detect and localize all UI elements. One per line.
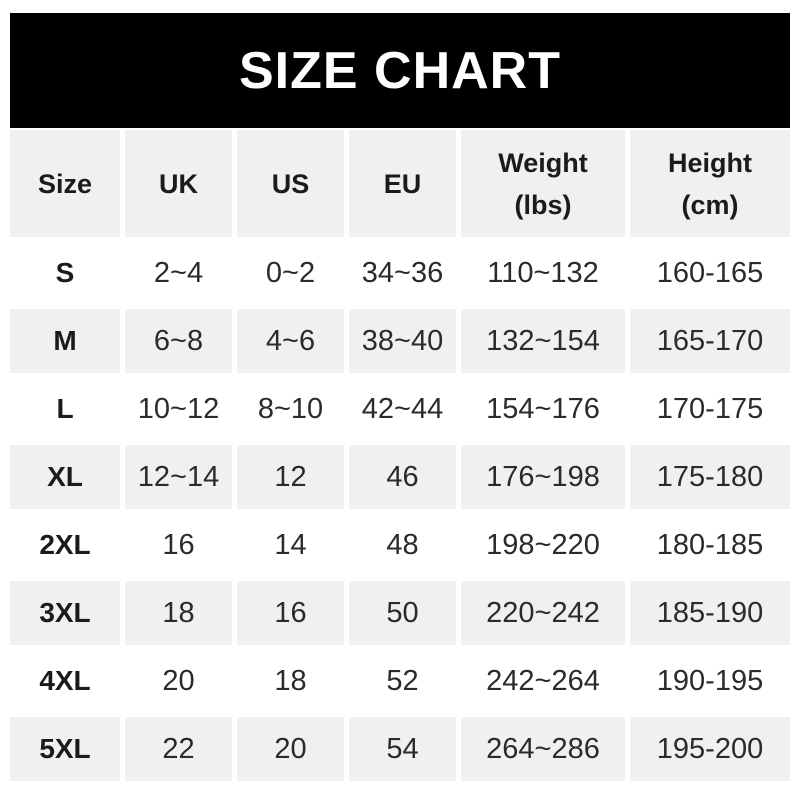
cell-5xl-height: 195-200 bbox=[630, 717, 790, 781]
cell-l-weight: 154~176 bbox=[461, 377, 625, 441]
cell-l-eu: 42~44 bbox=[349, 377, 456, 441]
cell-2xl-weight: 198~220 bbox=[461, 513, 625, 577]
cell-s-size: S bbox=[10, 241, 120, 305]
cell-4xl-weight: 242~264 bbox=[461, 649, 625, 713]
cell-m-uk: 6~8 bbox=[125, 309, 232, 373]
cell-l-height: 170-175 bbox=[630, 377, 790, 441]
cell-3xl-size: 3XL bbox=[10, 581, 120, 645]
cell-m-height: 165-170 bbox=[630, 309, 790, 373]
cell-xl-weight: 176~198 bbox=[461, 445, 625, 509]
page-title: SIZE CHART bbox=[239, 41, 561, 100]
column-header-label: EU bbox=[383, 168, 422, 199]
size-chart-page: SIZE CHART Size UK US EU Weight (lbs) Hei… bbox=[0, 13, 800, 800]
cell-xl-us: 12 bbox=[237, 445, 344, 509]
cell-5xl-us: 20 bbox=[237, 717, 344, 781]
cell-2xl-us: 14 bbox=[237, 513, 344, 577]
column-header-weight: Weight (lbs) bbox=[461, 130, 625, 237]
cell-s-weight: 110~132 bbox=[461, 241, 625, 305]
cell-5xl-weight: 264~286 bbox=[461, 717, 625, 781]
cell-l-us: 8~10 bbox=[237, 377, 344, 441]
cell-3xl-uk: 18 bbox=[125, 581, 232, 645]
cell-2xl-height: 180-185 bbox=[630, 513, 790, 577]
cell-m-us: 4~6 bbox=[237, 309, 344, 373]
column-header-us: US bbox=[237, 130, 344, 237]
column-header-height: Height (cm) bbox=[630, 130, 790, 237]
column-header-label: US bbox=[271, 168, 310, 199]
banner: SIZE CHART bbox=[10, 13, 790, 128]
cell-s-height: 160-165 bbox=[630, 241, 790, 305]
cell-2xl-uk: 16 bbox=[125, 513, 232, 577]
column-header-label: Height bbox=[668, 147, 752, 178]
cell-m-weight: 132~154 bbox=[461, 309, 625, 373]
cell-m-eu: 38~40 bbox=[349, 309, 456, 373]
cell-xl-size: XL bbox=[10, 445, 120, 509]
column-header-label: UK bbox=[159, 168, 198, 199]
cell-s-eu: 34~36 bbox=[349, 241, 456, 305]
cell-5xl-size: 5XL bbox=[10, 717, 120, 781]
cell-4xl-eu: 52 bbox=[349, 649, 456, 713]
cell-l-size: L bbox=[10, 377, 120, 441]
cell-4xl-size: 4XL bbox=[10, 649, 120, 713]
cell-5xl-eu: 54 bbox=[349, 717, 456, 781]
cell-2xl-size: 2XL bbox=[10, 513, 120, 577]
cell-xl-uk: 12~14 bbox=[125, 445, 232, 509]
cell-5xl-uk: 22 bbox=[125, 717, 232, 781]
cell-xl-eu: 46 bbox=[349, 445, 456, 509]
cell-s-us: 0~2 bbox=[237, 241, 344, 305]
cell-4xl-uk: 20 bbox=[125, 649, 232, 713]
column-header-label: Size bbox=[37, 168, 93, 199]
cell-4xl-height: 190-195 bbox=[630, 649, 790, 713]
cell-3xl-height: 185-190 bbox=[630, 581, 790, 645]
cell-xl-height: 175-180 bbox=[630, 445, 790, 509]
column-header-eu: EU bbox=[349, 130, 456, 237]
column-header-uk: UK bbox=[125, 130, 232, 237]
column-header-size: Size bbox=[10, 130, 120, 237]
size-chart-table: Size UK US EU Weight (lbs) Height (cm) S 2~… bbox=[10, 130, 790, 781]
cell-l-uk: 10~12 bbox=[125, 377, 232, 441]
cell-3xl-eu: 50 bbox=[349, 581, 456, 645]
cell-4xl-us: 18 bbox=[237, 649, 344, 713]
cell-2xl-eu: 48 bbox=[349, 513, 456, 577]
cell-3xl-weight: 220~242 bbox=[461, 581, 625, 645]
cell-m-size: M bbox=[10, 309, 120, 373]
cell-s-uk: 2~4 bbox=[125, 241, 232, 305]
column-header-sublabel: (lbs) bbox=[514, 189, 572, 220]
cell-3xl-us: 16 bbox=[237, 581, 344, 645]
column-header-label: Weight bbox=[498, 147, 588, 178]
column-header-sublabel: (cm) bbox=[681, 189, 739, 220]
